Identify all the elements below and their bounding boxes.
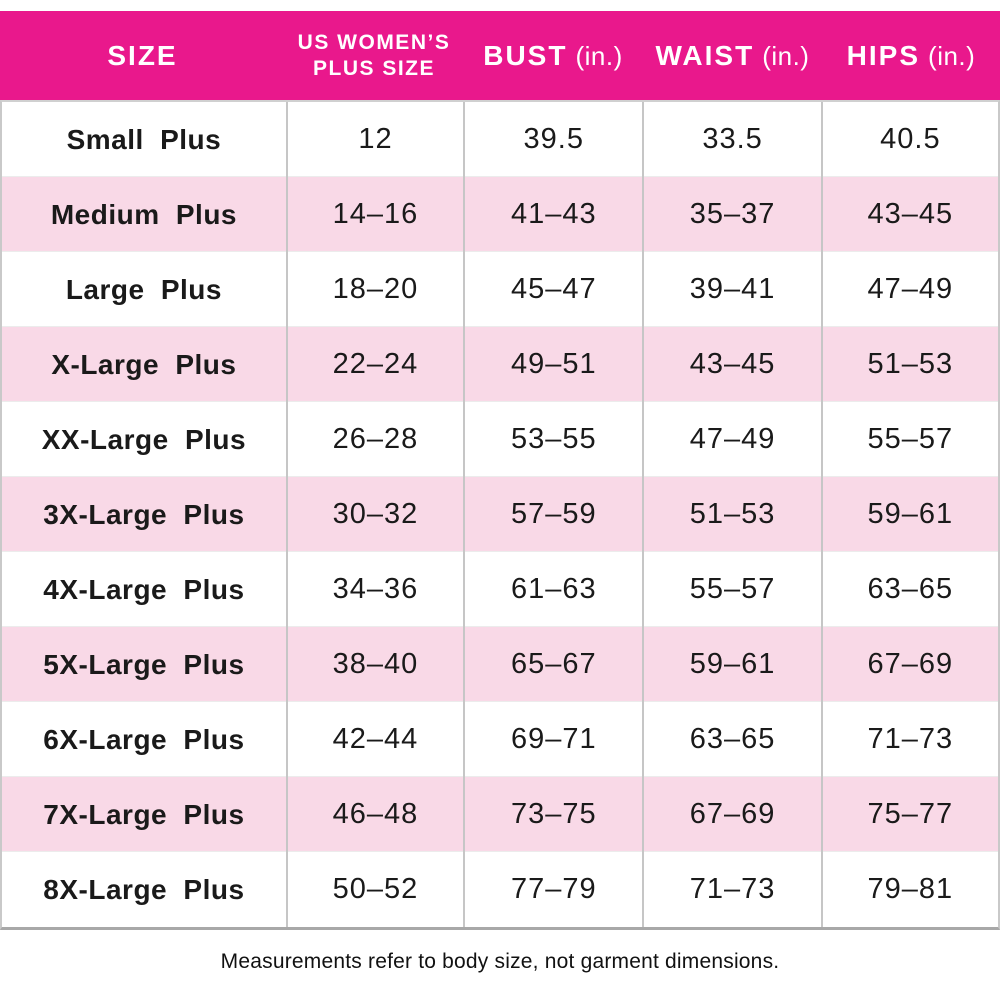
hips-cell: 59–61 xyxy=(820,477,998,552)
table-header-row: SIZE US WOMEN’S PLUS SIZE BUST (in.) WAI… xyxy=(0,11,1000,100)
us-plus-size-cell: 14–16 xyxy=(285,177,463,252)
hips-cell: 47–49 xyxy=(820,252,998,327)
us-plus-size-cell: 12 xyxy=(285,102,463,177)
bust-cell: 49–51 xyxy=(463,327,642,402)
bust-cell: 57–59 xyxy=(463,477,642,552)
waist-cell: 55–57 xyxy=(642,552,820,627)
hips-cell: 55–57 xyxy=(820,402,998,477)
size-cell: XX-Large Plus xyxy=(41,423,247,455)
header-us-plus-line2: PLUS SIZE xyxy=(312,56,436,80)
hips-cell: 67–69 xyxy=(820,627,998,702)
us-plus-size-cell: 38–40 xyxy=(285,627,463,702)
table-row: Large Plus 18–20 45–47 39–41 47–49 xyxy=(2,251,998,327)
size-cell: Small Plus xyxy=(66,123,222,155)
size-cell: Medium Plus xyxy=(50,198,238,230)
top-margin xyxy=(0,0,1000,11)
table-row: X-Large Plus 22–24 49–51 43–45 51–53 xyxy=(2,326,998,402)
waist-cell: 51–53 xyxy=(642,477,820,552)
waist-cell: 71–73 xyxy=(642,852,820,927)
size-cell: 3X-Large Plus xyxy=(43,498,245,530)
waist-cell: 47–49 xyxy=(642,402,820,477)
waist-cell: 35–37 xyxy=(642,177,820,252)
table-row: 3X-Large Plus 30–32 57–59 51–53 59–61 xyxy=(2,476,998,552)
header-bust: BUST (in.) xyxy=(463,11,643,100)
table-row: 8X-Large Plus 50–52 77–79 71–73 79–81 xyxy=(2,851,998,927)
hips-cell: 71–73 xyxy=(820,702,998,777)
waist-cell: 33.5 xyxy=(642,102,820,177)
waist-cell: 39–41 xyxy=(642,252,820,327)
size-chart-table: SIZE US WOMEN’S PLUS SIZE BUST (in.) WAI… xyxy=(0,11,1000,930)
header-waist-unit: (in.) xyxy=(762,40,810,71)
size-cell: 8X-Large Plus xyxy=(43,873,245,905)
bust-cell: 65–67 xyxy=(463,627,642,702)
us-plus-size-cell: 26–28 xyxy=(285,402,463,477)
hips-cell: 63–65 xyxy=(820,552,998,627)
table-row: XX-Large Plus 26–28 53–55 47–49 55–57 xyxy=(2,401,998,477)
header-bust-unit: (in.) xyxy=(575,40,623,71)
hips-cell: 43–45 xyxy=(820,177,998,252)
bust-cell: 61–63 xyxy=(463,552,642,627)
hips-cell: 75–77 xyxy=(820,777,998,852)
header-us-plus-line1: US WOMEN’S xyxy=(297,30,451,54)
bust-cell: 45–47 xyxy=(463,252,642,327)
us-plus-size-cell: 30–32 xyxy=(285,477,463,552)
table-row: Medium Plus 14–16 41–43 35–37 43–45 xyxy=(2,176,998,252)
waist-cell: 63–65 xyxy=(642,702,820,777)
header-us-womens-plus-size: US WOMEN’S PLUS SIZE xyxy=(285,11,463,100)
bust-cell: 39.5 xyxy=(463,102,642,177)
header-size-label: SIZE xyxy=(107,39,178,71)
bust-cell: 41–43 xyxy=(463,177,642,252)
table-row: 5X-Large Plus 38–40 65–67 59–61 67–69 xyxy=(2,626,998,702)
header-hips-label: HIPS xyxy=(846,39,921,71)
header-waist-label: WAIST xyxy=(655,39,755,71)
bust-cell: 53–55 xyxy=(463,402,642,477)
size-cell: 7X-Large Plus xyxy=(43,798,245,830)
hips-cell: 79–81 xyxy=(820,852,998,927)
header-bust-label: BUST xyxy=(483,39,568,71)
header-hips: HIPS (in.) xyxy=(822,11,1000,100)
us-plus-size-cell: 46–48 xyxy=(285,777,463,852)
size-cell: 5X-Large Plus xyxy=(43,648,245,680)
hips-cell: 51–53 xyxy=(820,327,998,402)
size-cell: 4X-Large Plus xyxy=(43,573,245,605)
header-size: SIZE xyxy=(0,11,285,100)
bust-cell: 69–71 xyxy=(463,702,642,777)
size-cell: Large Plus xyxy=(65,273,222,305)
us-plus-size-cell: 42–44 xyxy=(285,702,463,777)
measurement-note: Measurements refer to body size, not gar… xyxy=(220,950,780,973)
bust-cell: 77–79 xyxy=(463,852,642,927)
table-row: 7X-Large Plus 46–48 73–75 67–69 75–77 xyxy=(2,776,998,852)
size-cell: 6X-Large Plus xyxy=(43,723,245,755)
table-row: 6X-Large Plus 42–44 69–71 63–65 71–73 xyxy=(2,701,998,777)
size-cell: X-Large Plus xyxy=(51,348,237,380)
us-plus-size-cell: 22–24 xyxy=(285,327,463,402)
us-plus-size-cell: 34–36 xyxy=(285,552,463,627)
us-plus-size-cell: 18–20 xyxy=(285,252,463,327)
bust-cell: 73–75 xyxy=(463,777,642,852)
us-plus-size-cell: 50–52 xyxy=(285,852,463,927)
hips-cell: 40.5 xyxy=(820,102,998,177)
table-row: 4X-Large Plus 34–36 61–63 55–57 63–65 xyxy=(2,551,998,627)
table-row: Small Plus 12 39.5 33.5 40.5 xyxy=(2,102,998,177)
table-body: Small Plus 12 39.5 33.5 40.5 Medium Plus… xyxy=(0,100,1000,930)
waist-cell: 43–45 xyxy=(642,327,820,402)
waist-cell: 67–69 xyxy=(642,777,820,852)
waist-cell: 59–61 xyxy=(642,627,820,702)
header-hips-unit: (in.) xyxy=(928,40,976,71)
header-waist: WAIST (in.) xyxy=(643,11,822,100)
